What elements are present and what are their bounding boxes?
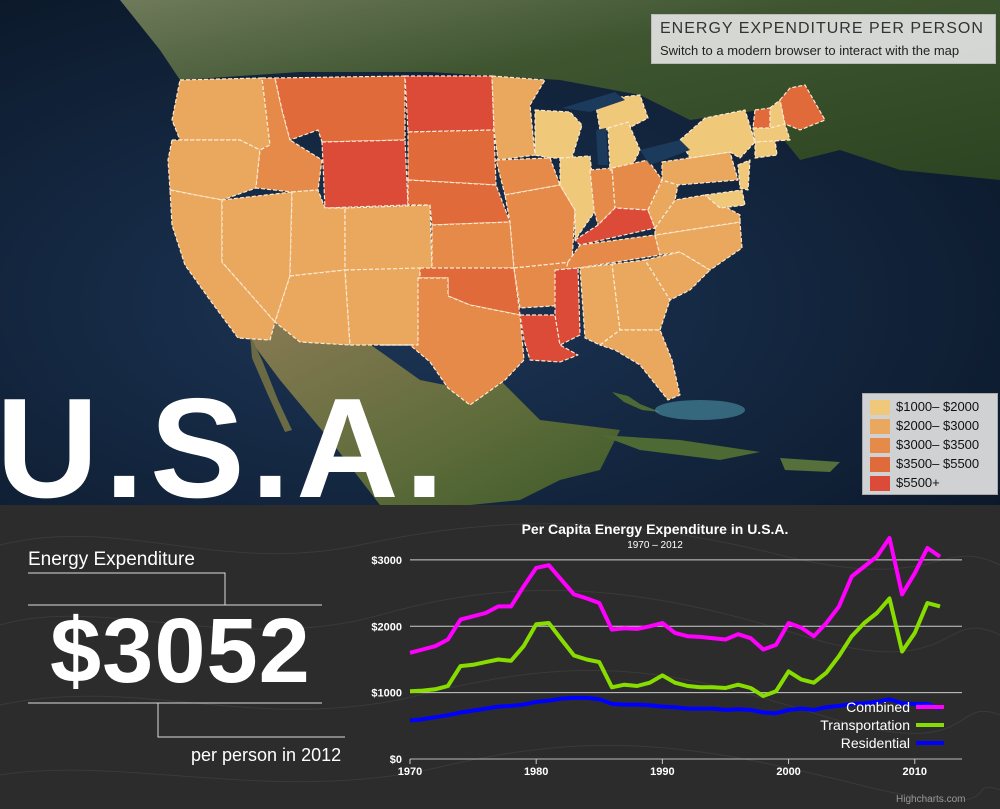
state-north-dakota[interactable] [404,75,495,133]
florida-keys-shallows [612,392,660,412]
y-tick-label: $0 [390,754,402,766]
state-new-mexico[interactable] [344,267,421,346]
legend-swatch-5 [870,476,890,491]
summary-panel: Per Capita Energy Expenditure in U.S.A. 1… [0,505,1000,809]
legend-label-2: $2000– $3000 [896,418,980,433]
legend-swatch-3 [870,438,890,453]
state-washington[interactable] [171,77,271,151]
choropleth-map[interactable]: ENERGY EXPENDITURE PER PERSON Switch to … [0,0,1000,505]
map-legend: $1000– $2000 $2000– $3000 $3000– $3500 $… [862,393,998,495]
state-florida[interactable] [599,329,681,401]
x-tick-label: 1990 [650,766,674,778]
x-tick-label: 1980 [524,766,548,778]
state-south-dakota[interactable] [407,129,497,186]
state-kansas[interactable] [431,221,515,271]
state-arizona[interactable] [274,269,351,346]
state-vermont[interactable] [752,107,771,129]
map-canvas [0,0,1000,505]
lake-superior [562,92,625,112]
state-mississippi[interactable] [554,267,581,346]
legend-label-residential[interactable]: Residential [841,735,910,751]
legend-swatch-2 [870,419,890,434]
summary-value: $3052 [50,600,311,702]
state-colorado[interactable] [344,204,433,271]
state-california[interactable] [169,189,276,341]
y-tick-label: $2000 [371,621,402,633]
legend-swatch-4 [870,457,890,472]
state-new-york[interactable] [679,109,756,159]
state-ohio[interactable] [611,159,663,211]
legend-label-1: $1000– $2000 [896,399,980,414]
line-chart[interactable]: Per Capita Energy Expenditure in U.S.A. 1… [371,521,962,778]
state-connecticut[interactable] [754,139,778,159]
bahamas-shallows [655,400,745,420]
legend-label-5: $5500+ [896,475,940,490]
x-tick-label: 1970 [398,766,422,778]
country-label: U.S.A. [0,369,451,506]
chart-credit[interactable]: Highcharts.com [896,794,966,805]
summary-connector-lines [28,572,345,738]
y-tick-label: $3000 [371,555,402,567]
state-maryland[interactable] [704,189,746,209]
state-oregon[interactable] [167,139,261,201]
y-tick-label: $1000 [371,688,402,700]
series-line-combined[interactable] [409,536,942,655]
state-nevada[interactable] [221,191,293,323]
map-subtitle: Switch to a modern browser to interact w… [660,43,960,58]
chart-subtitle: 1970 – 2012 [627,540,683,551]
hispaniola-island [780,458,840,472]
state-wyoming[interactable] [321,139,409,209]
chart-title: Per Capita Energy Expenditure in U.S.A. [522,521,789,537]
mexico-landmass [240,318,620,505]
series-line-residential[interactable] [409,695,941,723]
topo-texture [0,523,1000,802]
legend-label-4: $3500– $5500 [896,456,980,471]
state-missouri[interactable] [504,184,576,269]
state-texas[interactable] [379,277,525,406]
summary-sublabel: per person in 2012 [191,745,342,765]
map-title: ENERGY EXPENDITURE PER PERSON [660,20,984,37]
lake-michigan [596,128,608,165]
legend-swatch-1 [870,400,890,415]
cuba-island [600,435,760,460]
series-line-transportation[interactable] [409,596,941,698]
x-tick-label: 2010 [903,766,927,778]
legend-label-transportation[interactable]: Transportation [820,717,910,733]
legend-label-combined[interactable]: Combined [846,699,910,715]
map-title-box: ENERGY EXPENDITURE PER PERSON Switch to … [651,14,996,64]
us-states[interactable] [167,75,826,406]
state-iowa[interactable] [495,157,561,196]
state-south-carolina[interactable] [644,251,711,301]
summary-label: Energy Expenditure [28,549,195,570]
lake-erie [640,140,690,165]
state-montana[interactable] [274,75,406,143]
state-west-virginia[interactable] [647,179,679,229]
state-michigan-lower[interactable] [607,121,641,171]
x-tick-label: 2000 [776,766,800,778]
bottom-canvas: Per Capita Energy Expenditure in U.S.A. 1… [0,521,1000,802]
state-louisiana[interactable] [519,314,579,363]
state-maine[interactable] [779,84,826,131]
legend-label-3: $3000– $3500 [896,437,980,452]
state-tennessee[interactable] [565,234,661,271]
state-new-jersey[interactable] [737,159,751,191]
state-georgia[interactable] [611,259,671,331]
baja-peninsula [250,335,292,432]
